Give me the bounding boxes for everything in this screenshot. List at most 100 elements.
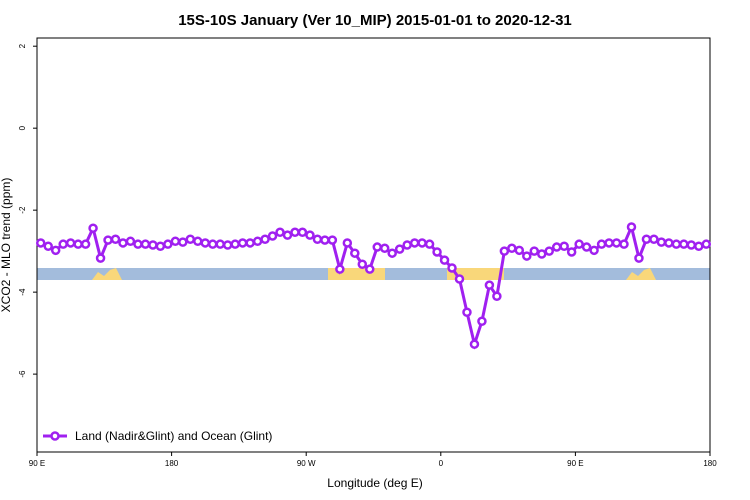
data-point	[50, 245, 61, 256]
data-point	[125, 236, 136, 247]
data-point	[118, 238, 128, 248]
data-point	[163, 239, 173, 249]
data-point	[155, 241, 166, 251]
data-point	[394, 244, 405, 254]
data-point	[387, 248, 397, 258]
x-tick-label: 180	[703, 459, 717, 468]
data-point	[477, 316, 487, 326]
data-point	[507, 243, 517, 254]
data-point	[664, 238, 674, 248]
data-point	[626, 222, 637, 232]
data-point	[454, 274, 465, 284]
data-point	[170, 236, 181, 247]
data-point	[671, 239, 682, 249]
data-point	[140, 239, 151, 249]
data-point	[267, 231, 278, 241]
data-point	[581, 242, 592, 252]
data-point	[417, 238, 427, 248]
data-point	[35, 238, 46, 248]
data-point	[634, 253, 644, 263]
data-point	[342, 238, 353, 248]
data-point	[275, 227, 285, 238]
data-point	[596, 239, 607, 249]
data-point	[103, 235, 113, 245]
data-point	[694, 241, 704, 251]
data-point	[649, 234, 659, 245]
data-point	[193, 236, 203, 247]
data-point	[365, 264, 375, 274]
data-point	[372, 242, 382, 252]
y-tick-label: -2	[18, 206, 27, 214]
data-point	[514, 245, 525, 256]
data-point	[357, 259, 368, 270]
data-point	[574, 239, 584, 249]
data-point	[402, 240, 412, 250]
data-point	[537, 249, 547, 259]
data-point	[492, 291, 502, 301]
data-point	[260, 234, 270, 245]
data-point	[499, 246, 510, 256]
data-point	[522, 251, 532, 261]
data-point	[237, 238, 248, 248]
data-point	[327, 235, 338, 245]
x-tick-label: 90 E	[29, 459, 45, 468]
data-point	[335, 264, 345, 274]
land-band	[92, 268, 122, 280]
data-point	[701, 239, 712, 249]
data-point	[65, 238, 76, 248]
chart-title: 15S-10S January (Ver 10_MIP) 2015-01-01 …	[178, 12, 572, 29]
data-point	[611, 238, 622, 248]
data-point	[544, 246, 554, 256]
data-point	[58, 239, 68, 249]
y-axis-label: XCO2 - MLO trend (ppm)	[0, 178, 13, 313]
data-point	[88, 223, 98, 233]
data-point	[529, 246, 540, 256]
data-point	[245, 238, 255, 248]
data-point	[290, 227, 300, 238]
data-point	[604, 238, 614, 248]
data-point	[230, 239, 240, 249]
data-point	[215, 239, 225, 249]
data-point	[566, 247, 577, 257]
data-point	[80, 239, 91, 249]
x-axis-label: Longitude (deg E)	[327, 476, 422, 490]
data-point	[133, 239, 143, 249]
data-point	[686, 240, 697, 250]
x-tick-label: 90 E	[567, 459, 583, 468]
data-point	[282, 230, 293, 240]
data-point	[297, 227, 308, 238]
data-point	[462, 307, 472, 317]
data-point	[320, 235, 330, 245]
data-point	[679, 239, 689, 249]
data-point	[469, 339, 480, 349]
data-point	[148, 240, 158, 250]
data-point	[178, 237, 188, 247]
data-point	[185, 234, 196, 245]
data-point	[409, 238, 420, 248]
data-point	[350, 248, 360, 258]
x-tick-label: 0	[439, 459, 444, 468]
data-point	[110, 234, 121, 245]
data-point	[95, 253, 106, 263]
data-point	[312, 234, 323, 245]
y-tick-label: -4	[18, 288, 27, 296]
data-point	[559, 241, 569, 251]
y-tick-label: 0	[18, 125, 27, 130]
data-point	[222, 240, 233, 250]
x-tick-label: 90 W	[297, 459, 316, 468]
data-point	[43, 241, 53, 251]
data-point	[200, 238, 210, 248]
y-tick-label: 2	[18, 43, 27, 48]
data-point	[207, 239, 218, 249]
data-point	[484, 280, 495, 290]
legend-label: Land (Nadir&Glint) and Ocean (Glint)	[75, 429, 272, 443]
y-tick-label: -6	[18, 370, 27, 378]
data-point	[73, 239, 83, 249]
data-point	[641, 234, 652, 245]
data-point	[379, 243, 390, 254]
data-point	[432, 247, 442, 257]
data-point	[439, 255, 450, 265]
x-tick-label: 180	[165, 459, 179, 468]
data-point	[656, 237, 667, 247]
